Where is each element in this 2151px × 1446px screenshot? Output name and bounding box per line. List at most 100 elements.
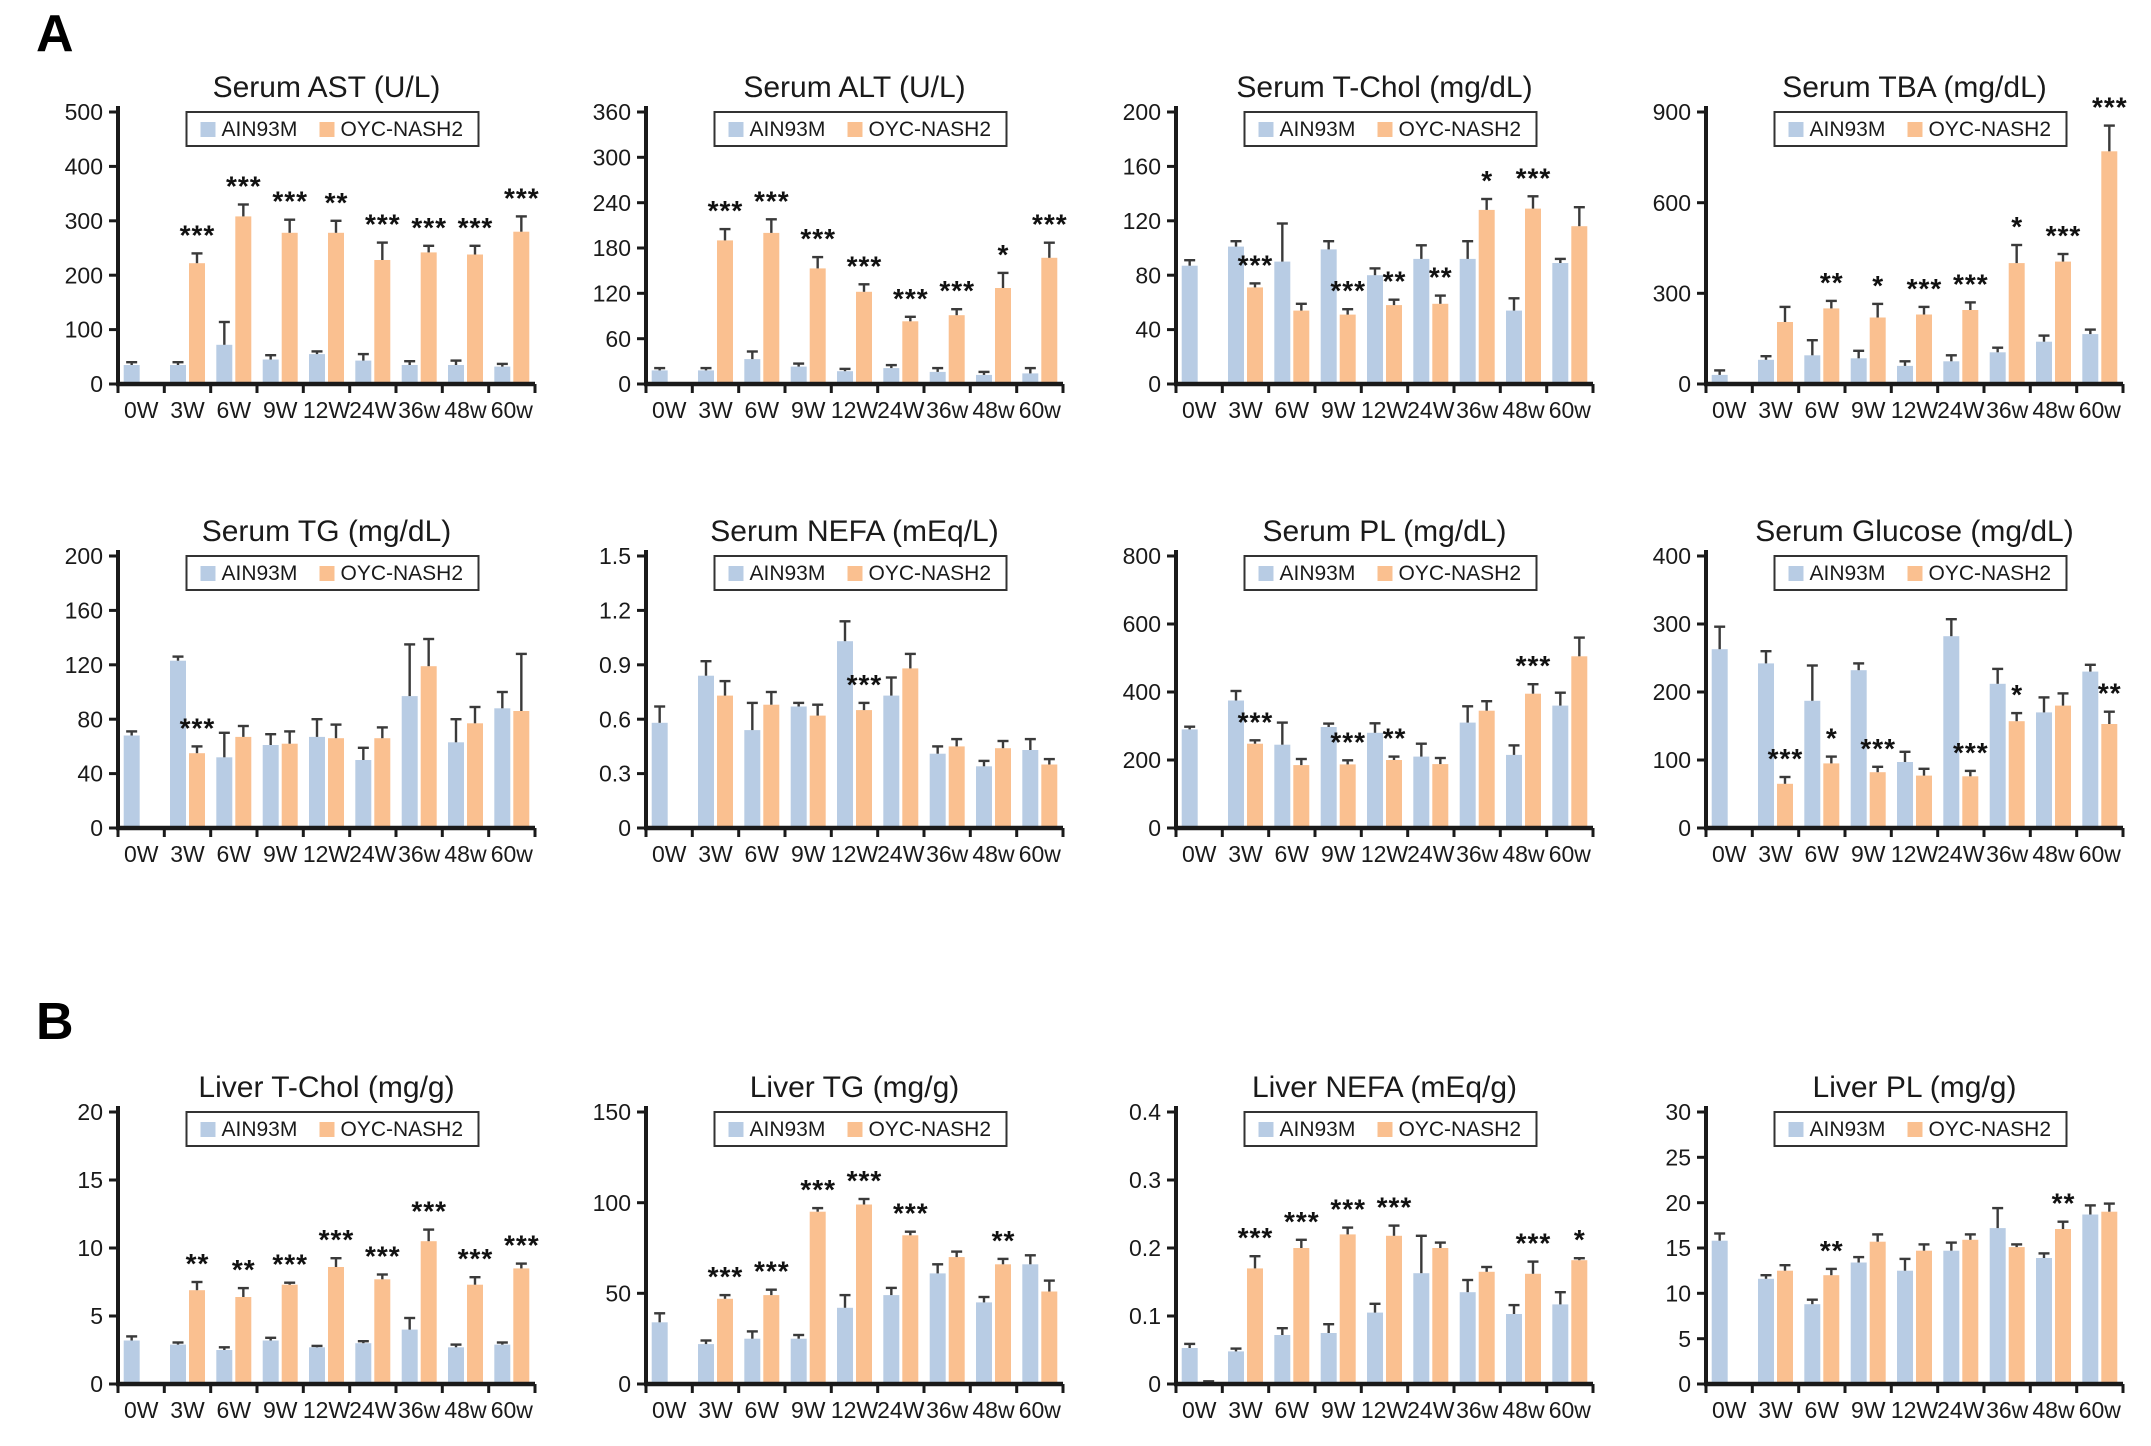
bar	[1432, 764, 1449, 828]
significance-stars: ***	[458, 212, 494, 243]
x-tick-label: 24W	[877, 841, 925, 867]
significance-stars: ***	[1516, 1228, 1552, 1259]
bar	[809, 1211, 826, 1384]
bar	[744, 730, 761, 828]
significance-stars: ***	[847, 669, 883, 700]
x-tick-label: 12W	[1891, 397, 1939, 423]
bar	[856, 291, 872, 384]
bar	[2101, 151, 2118, 384]
significance-stars: ***	[893, 283, 929, 314]
bar	[883, 695, 900, 828]
series-oyc-nash2	[189, 203, 530, 384]
bar	[744, 359, 761, 384]
x-tick-label: 3W	[698, 841, 733, 867]
series-ain93m	[1711, 328, 2099, 384]
legend: AIN93M OYC-NASH2	[185, 555, 480, 591]
y-tick-label: 15	[77, 1167, 103, 1193]
significance-stars: ***	[1238, 249, 1274, 280]
chart-svg: Serum ALT (U/L)*** ************ *******060…	[593, 71, 1067, 423]
y-tick-label: 300	[1653, 280, 1691, 306]
chart-svg: Liver NEFA (mEq/g)****** *** ****** *00.10.…	[1129, 1071, 1595, 1423]
bar	[995, 1264, 1011, 1384]
significance-stars: **	[1383, 723, 1407, 754]
chart-svg: Liver TG (mg/g)*** ****** ********05010015…	[593, 1071, 1065, 1423]
legend-label-oyc-nash2: OYC-NASH2	[1399, 118, 1522, 141]
bar	[856, 1204, 872, 1384]
bar	[1869, 772, 1886, 828]
significance-stars: **	[186, 1248, 210, 1279]
significance-stars: *	[1481, 165, 1493, 196]
chart-svg: Serum PL (mg/dL)****** *****0200400600800…	[1123, 515, 1595, 867]
bar	[1041, 764, 1058, 828]
bar	[309, 354, 325, 384]
significance-stars: ***	[847, 1165, 883, 1196]
bar	[2101, 724, 2118, 828]
bar	[420, 252, 437, 384]
series-ain93m	[123, 320, 511, 384]
significance-stars: **	[1820, 267, 1844, 298]
x-tick-label: 24W	[349, 397, 397, 423]
bar	[355, 360, 372, 384]
bar	[1571, 226, 1588, 384]
bar	[837, 641, 853, 828]
x-tick-label: 36w	[926, 397, 969, 423]
significance-stars: ***	[754, 185, 790, 216]
bar	[467, 723, 483, 828]
significance-stars: ***	[411, 212, 447, 243]
x-tick-label: 36w	[1986, 1397, 2029, 1423]
bar	[1339, 314, 1356, 384]
chart-svg: Serum Glucose (mg/dL)**** *** **** **010020…	[1653, 515, 2125, 867]
bar	[1181, 729, 1198, 828]
bar	[1367, 275, 1383, 384]
y-tick-label: 400	[1653, 543, 1691, 569]
chart-title: Liver TG (mg/g)	[750, 1071, 960, 1104]
bar	[420, 1241, 437, 1384]
bar	[651, 1322, 668, 1384]
series-ain93m	[651, 620, 1039, 828]
x-tick-label: 6W	[1805, 841, 1840, 867]
significance-stars: ***	[1907, 273, 1943, 304]
x-tick-label: 60w	[1019, 1397, 1062, 1423]
x-tick-label: 48w	[972, 397, 1015, 423]
bar	[1823, 763, 1840, 828]
x-tick-label: 3W	[1758, 397, 1793, 423]
x-tick-label: 9W	[1321, 1397, 1356, 1423]
x-tick-label: 48w	[2032, 397, 2075, 423]
x-tick-label: 12W	[831, 841, 879, 867]
chart-title: Serum T-Chol (mg/dL)	[1236, 71, 1532, 104]
bar	[1478, 1271, 1495, 1384]
bar	[1041, 1291, 1058, 1384]
panel-b-label: B	[36, 993, 74, 1051]
bar	[902, 321, 919, 384]
significance-stars: ***	[847, 250, 883, 281]
x-tick-label: 36w	[926, 841, 969, 867]
x-tick-label: 24W	[1937, 1397, 1985, 1423]
x-tick-label: 36w	[926, 1397, 969, 1423]
x-tick-label: 0W	[1712, 841, 1747, 867]
bar	[1459, 258, 1476, 384]
bar	[717, 695, 733, 828]
significance-stars: **	[1820, 1235, 1844, 1266]
x-tick-label: 0W	[1712, 1397, 1747, 1423]
bar	[1897, 762, 1913, 828]
chart-title: Serum ALT (U/L)	[743, 71, 965, 104]
significance-stars: ***	[1330, 275, 1366, 306]
bar	[948, 746, 965, 828]
x-tick-label: 12W	[831, 1397, 879, 1423]
y-tick-label: 0	[1148, 371, 1161, 397]
significance-stars: ***	[272, 186, 308, 217]
x-tick-label: 48w	[1502, 1397, 1545, 1423]
x-tick-label: 60w	[2079, 841, 2122, 867]
x-tick-label: 9W	[1321, 841, 1356, 867]
bar	[374, 1279, 391, 1384]
significance-stars: ***	[226, 171, 262, 202]
x-tick-label: 12W	[1891, 1397, 1939, 1423]
legend: AIN93M OYC-NASH2	[713, 111, 1008, 147]
bar	[1478, 710, 1495, 828]
legend-swatch-oyc-nash2	[1377, 122, 1393, 137]
bar	[1897, 365, 1913, 384]
bar	[494, 708, 511, 828]
chart-title: Serum TG (mg/dL)	[202, 515, 452, 548]
bar	[1247, 287, 1263, 384]
x-tick-label: 48w	[1502, 841, 1545, 867]
